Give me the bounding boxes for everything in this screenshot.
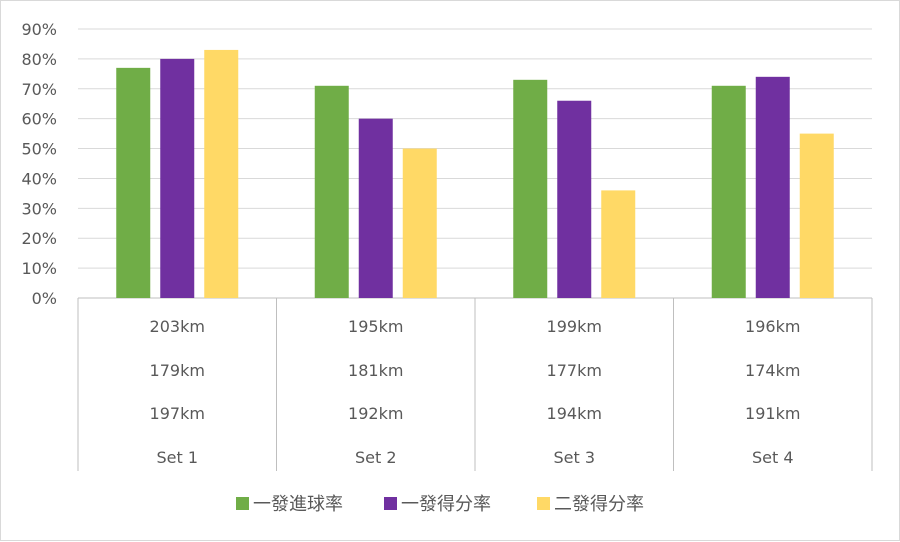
y-tick-label: 80% (21, 50, 57, 69)
bar (314, 85, 349, 299)
table-cell: 174km (745, 361, 800, 380)
y-axis-ticks: 0% 10% 20% 30% 40% 50% 60% 70% 80% 90% (21, 20, 57, 308)
bar (116, 67, 151, 298)
bar (601, 190, 636, 298)
gridlines (78, 28, 872, 299)
bar (557, 100, 592, 298)
table-cell: 194km (547, 404, 602, 423)
bar (358, 118, 393, 299)
y-tick-label: 60% (21, 110, 57, 129)
table-cell: 196km (745, 317, 800, 336)
legend: 一發進球率 一發得分率 二發得分率 (236, 494, 644, 515)
table-cell: 199km (547, 317, 602, 336)
table-cell: 181km (348, 361, 403, 380)
table-cell: 195km (348, 317, 403, 336)
table-cell: 192km (348, 404, 403, 423)
y-tick-label: 40% (21, 169, 57, 188)
category-label: Set 3 (553, 448, 595, 467)
bar (513, 79, 548, 298)
table-cell: 179km (150, 361, 205, 380)
y-tick-label: 20% (21, 229, 57, 248)
y-tick-label: 30% (21, 199, 57, 218)
y-tick-label: 70% (21, 80, 57, 99)
table-cell: 191km (745, 404, 800, 423)
legend-label: 一發得分率 (401, 494, 491, 515)
table-cell: 177km (547, 361, 602, 380)
legend-label: 一發進球率 (253, 494, 343, 515)
table-cell: 197km (150, 404, 205, 423)
data-table: 203km 195km 199km 196km 179km 181km 177km 174km… (77, 298, 873, 471)
category-label: Set 4 (752, 448, 794, 467)
bar (160, 58, 195, 299)
y-tick-label: 10% (21, 259, 57, 278)
bar (402, 148, 437, 298)
legend-swatch (384, 497, 397, 510)
table-cell: 203km (150, 317, 205, 336)
bar (204, 49, 239, 298)
y-tick-label: 50% (21, 140, 57, 159)
y-tick-label: 0% (32, 289, 57, 308)
legend-label: 二發得分率 (554, 494, 644, 515)
bar (755, 76, 790, 298)
bars (116, 49, 834, 299)
y-tick-label: 90% (21, 20, 57, 39)
bar (711, 85, 746, 299)
category-label: Set 1 (156, 448, 198, 467)
legend-swatch (236, 497, 249, 510)
legend-swatch (537, 497, 550, 510)
category-label: Set 2 (355, 448, 397, 467)
bar (799, 133, 834, 298)
